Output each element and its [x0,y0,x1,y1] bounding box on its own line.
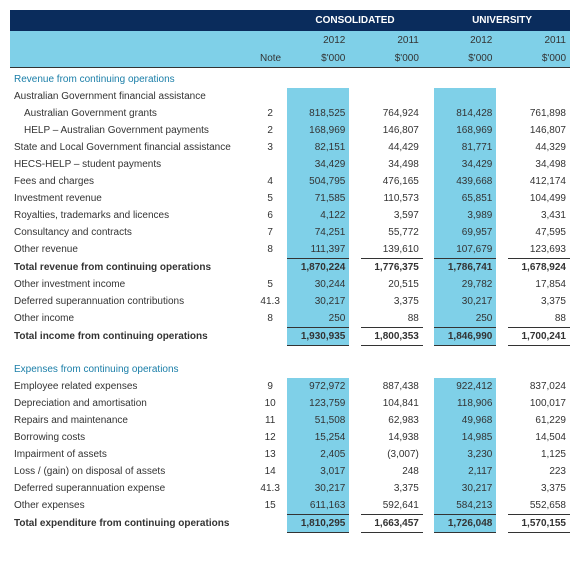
row-label: Repairs and maintenance [10,412,253,429]
col-group-university: UNIVERSITY [434,10,570,31]
row-texp: Total expenditure from continuing operat… [10,515,570,533]
row-help: HELP – Australian Government payments216… [10,122,570,139]
row-roy: Royalties, trademarks and licences64,122… [10,207,570,224]
row-label: Consultancy and contracts [10,224,253,241]
row-label: Other income [10,310,253,328]
row-label: Investment revenue [10,190,253,207]
section-revenue: Revenue from continuing operations [10,68,570,89]
row-label: Deferred superannuation contributions [10,293,253,310]
col-group-consolidated: CONSOLIDATED [287,10,423,31]
row-inv: Investment revenue571,585110,57365,85110… [10,190,570,207]
row-note: 15 [253,497,287,515]
header-units: Note $'000 $'000 $'000 $'000 [10,50,570,68]
row-oexp: Other expenses15611,163592,641584,213552… [10,497,570,515]
row-label: Deferred superannuation expense [10,480,253,497]
section-expenses: Expenses from continuing operations [10,358,570,378]
row-label: Other revenue [10,241,253,259]
row-hecs: HECS-HELP – student payments34,42934,498… [10,156,570,173]
row-note: 41.3 [253,293,287,310]
row-label: Borrowing costs [10,429,253,446]
row-dse: Deferred superannuation expense41.330,21… [10,480,570,497]
header-years: 2012 2011 2012 2011 [10,31,570,50]
row-label: Total expenditure from continuing operat… [10,515,253,533]
row-con: Consultancy and contracts774,25155,77269… [10,224,570,241]
row-note: 12 [253,429,287,446]
row-note: 5 [253,190,287,207]
row-note: 41.3 [253,480,287,497]
row-note: 8 [253,310,287,328]
row-oinv: Other investment income530,24420,51529,7… [10,276,570,293]
row-rep: Repairs and maintenance1151,50862,98349,… [10,412,570,429]
row-label: Australian Government grants [10,105,253,122]
row-orev: Other revenue8111,397139,610107,679123,6… [10,241,570,259]
row-fees: Fees and charges4504,795476,165439,66841… [10,173,570,190]
row-imp: Impairment of assets132,405(3,007)3,2301… [10,446,570,463]
header-groups: CONSOLIDATED UNIVERSITY [10,10,570,31]
row-dsc: Deferred superannuation contributions41.… [10,293,570,310]
row-note: 6 [253,207,287,224]
row-label: State and Local Government financial ass… [10,139,253,156]
row-label: Fees and charges [10,173,253,190]
row-label: Total revenue from continuing operations [10,259,253,277]
row-note: 9 [253,378,287,395]
row-dep: Depreciation and amortisation10123,75910… [10,395,570,412]
row-slg: State and Local Government financial ass… [10,139,570,156]
row-label: Employee related expenses [10,378,253,395]
row-oinc: Other income82508825088 [10,310,570,328]
row-note: 14 [253,463,287,480]
row-note: 11 [253,412,287,429]
row-label: Other expenses [10,497,253,515]
row-note: 2 [253,122,287,139]
row-note: 2 [253,105,287,122]
row-note: 5 [253,276,287,293]
financial-statement-table: CONSOLIDATED UNIVERSITY 2012 2011 2012 2… [10,10,570,533]
row-label: Loss / (gain) on disposal of assets [10,463,253,480]
row-note: 10 [253,395,287,412]
row-label: HELP – Australian Government payments [10,122,253,139]
row-note: 8 [253,241,287,259]
row-trev: Total revenue from continuing operations… [10,259,570,277]
row-label: Total income from continuing operations [10,328,253,346]
row-note [253,88,287,105]
row-note: 3 [253,139,287,156]
row-note [253,515,287,533]
row-note [253,328,287,346]
row-loss: Loss / (gain) on disposal of assets143,0… [10,463,570,480]
row-label: Depreciation and amortisation [10,395,253,412]
row-note: 13 [253,446,287,463]
row-tinc: Total income from continuing operations1… [10,328,570,346]
row-label: Royalties, trademarks and licences [10,207,253,224]
row-label: HECS-HELP – student payments [10,156,253,173]
row-note: 4 [253,173,287,190]
row-label: Australian Government financial assistan… [10,88,253,105]
row-afga: Australian Government financial assistan… [10,88,570,105]
row-emp: Employee related expenses9972,972887,438… [10,378,570,395]
row-label: Impairment of assets [10,446,253,463]
row-label: Other investment income [10,276,253,293]
row-note: 7 [253,224,287,241]
row-note [253,259,287,277]
row-bor: Borrowing costs1215,25414,93814,98514,50… [10,429,570,446]
row-note [253,156,287,173]
row-agg: Australian Government grants2818,525764,… [10,105,570,122]
